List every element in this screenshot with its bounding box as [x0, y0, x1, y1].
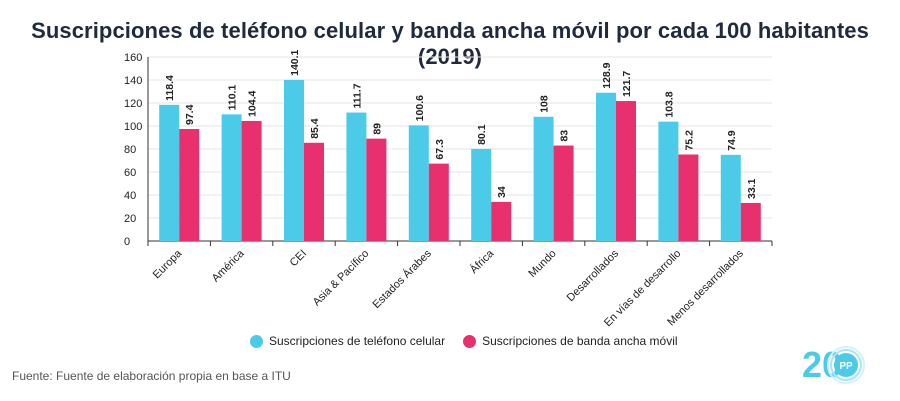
y-tick-label: 60 [124, 167, 136, 179]
value-label: 111.7 [351, 83, 363, 108]
bar-cellular [408, 125, 429, 241]
value-label: 110.1 [227, 85, 239, 111]
x-category-label: Europa [151, 247, 185, 281]
value-label: 104.4 [247, 91, 259, 117]
bar-cellular [596, 92, 616, 241]
value-label: 140.1 [289, 49, 301, 75]
logo-badge-ring-1 [830, 349, 862, 381]
bar-broadband [491, 201, 512, 241]
bar-cellular [221, 114, 242, 241]
value-labels: 118.4 97.4 110.1 104.4 140.1 85.4 111.7 89 100.6… [164, 49, 758, 198]
bar-broadband [678, 154, 699, 241]
value-label: 118.4 [164, 75, 176, 101]
value-label: 74.9 [726, 130, 738, 151]
value-label: 75.2 [683, 130, 695, 151]
value-label: 128.9 [601, 62, 613, 88]
logo: 20 PP [802, 344, 865, 384]
legend-label-broadband: Suscripciones de banda ancha móvil [482, 334, 678, 348]
y-tick-label: 0 [124, 236, 130, 248]
x-category-label: Mundo [526, 248, 558, 280]
bar-cellular [720, 154, 741, 241]
x-category-label: CEI [288, 248, 309, 269]
bar-broadband [740, 202, 761, 241]
x-category-label: América [210, 247, 248, 285]
y-tick-label: 40 [124, 190, 136, 202]
value-label: 121.7 [621, 71, 633, 97]
y-tick-label: 140 [124, 75, 142, 87]
bar-broadband [428, 163, 449, 241]
bar-cellular [533, 116, 554, 241]
value-label: 34 [496, 186, 508, 198]
bar-cellular [346, 112, 367, 241]
bar-broadband [616, 101, 636, 241]
bar-cellular [471, 148, 492, 241]
value-label: 33.1 [746, 178, 758, 199]
legend: Suscripciones de teléfono celular Suscri… [250, 334, 696, 348]
bar-cellular [159, 104, 180, 241]
y-tick-label: 160 [124, 52, 142, 64]
legend-label-cellular: Suscripciones de teléfono celular [269, 334, 446, 348]
x-category-label: Estados Árabes [370, 247, 434, 311]
bar-broadband [366, 138, 387, 241]
x-category-label: Asia & Pacífico [311, 248, 372, 309]
y-tick-label: 80 [124, 144, 136, 156]
value-label: 108 [539, 95, 551, 113]
legend-swatch-broadband [463, 334, 477, 348]
value-label: 67.3 [434, 139, 446, 160]
bar-cellular [658, 121, 679, 241]
x-category-label: África [467, 246, 497, 276]
bars [159, 79, 761, 241]
value-label: 89 [371, 123, 383, 135]
value-label: 85.4 [309, 118, 321, 139]
y-tick-label: 20 [124, 213, 136, 225]
x-category-label: Desarrollados [565, 247, 622, 304]
bar-broadband [179, 128, 200, 241]
y-tick-label: 100 [124, 121, 142, 133]
value-label: 83 [559, 130, 571, 142]
logo-badge-text: PP [839, 361, 853, 372]
bar-broadband [553, 145, 574, 241]
source-note: Fuente: Fuente de elaboración propia en … [12, 369, 291, 383]
logo-badge-ring-2 [827, 346, 865, 384]
value-label: 97.4 [184, 104, 196, 125]
bar-broadband [241, 120, 262, 241]
legend-item-cellular: Suscripciones de teléfono celular [250, 334, 445, 348]
y-tick-label: 120 [124, 98, 142, 110]
bar-broadband [304, 142, 324, 241]
y-axis: 0 20 40 60 80 100 120 140 160 [124, 52, 149, 248]
value-label: 103.8 [663, 91, 675, 117]
value-label: 100.6 [414, 95, 426, 121]
legend-swatch-cellular [250, 334, 263, 348]
bar-cellular [284, 79, 304, 241]
logo-badge-circle [834, 353, 858, 377]
legend-item-broadband: Suscripciones de banda ancha móvil [463, 334, 678, 348]
value-label: 80.1 [476, 124, 488, 145]
x-axis-labels: Europa América CEI Asia & Pacífico Estados Á… [147, 241, 773, 329]
